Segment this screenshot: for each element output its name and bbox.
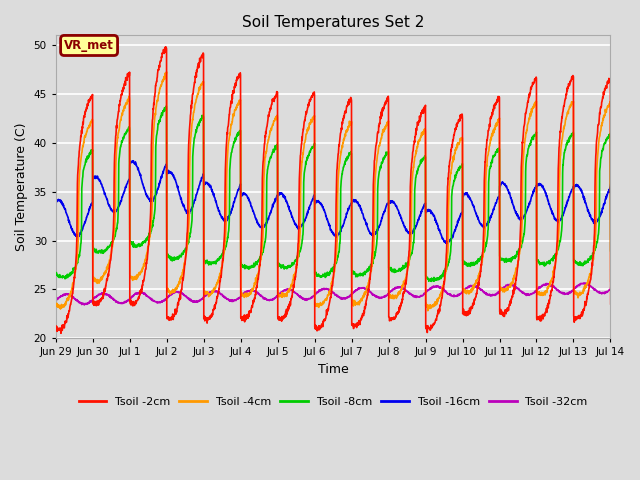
Tsoil -4cm [111, 220, 119, 226]
Line: Tsoil -32cm: Tsoil -32cm [56, 282, 640, 305]
Text: VR_met: VR_met [64, 39, 114, 52]
Line: Tsoil -16cm: Tsoil -16cm [56, 161, 640, 243]
Tsoil -4cm [163, 69, 170, 75]
Tsoil -2cm [57, 330, 65, 336]
Tsoil -8cm [531, 133, 538, 139]
Tsoil -16cm [444, 240, 452, 246]
Tsoil -32cm [636, 289, 640, 295]
Tsoil -2cm [162, 44, 170, 50]
Tsoil -16cm [52, 200, 60, 205]
Tsoil -8cm [239, 264, 246, 270]
Tsoil -16cm [388, 199, 396, 204]
Tsoil -32cm [239, 292, 246, 298]
Tsoil -8cm [111, 231, 119, 237]
Tsoil -8cm [636, 149, 640, 155]
Tsoil -2cm [111, 142, 119, 148]
Tsoil -16cm [111, 208, 119, 214]
Tsoil -32cm [52, 298, 60, 303]
Tsoil -32cm [81, 302, 88, 308]
Tsoil -4cm [388, 293, 396, 299]
Line: Tsoil -2cm: Tsoil -2cm [56, 47, 640, 333]
Tsoil -8cm [388, 266, 396, 272]
Tsoil -32cm [618, 279, 625, 285]
Tsoil -16cm [564, 198, 572, 204]
Tsoil -2cm [531, 80, 538, 85]
Tsoil -2cm [564, 86, 572, 92]
Tsoil -4cm [424, 308, 431, 313]
Tsoil -4cm [52, 301, 60, 307]
X-axis label: Time: Time [318, 363, 349, 376]
Tsoil -16cm [531, 186, 538, 192]
Tsoil -16cm [129, 158, 137, 164]
Line: Tsoil -8cm: Tsoil -8cm [56, 106, 640, 281]
Tsoil -32cm [531, 290, 538, 296]
Line: Tsoil -4cm: Tsoil -4cm [56, 72, 640, 311]
Tsoil -2cm [52, 324, 60, 329]
Tsoil -8cm [52, 270, 60, 276]
Tsoil -8cm [564, 139, 572, 144]
Tsoil -4cm [636, 122, 640, 128]
Tsoil -4cm [564, 110, 572, 116]
Tsoil -32cm [388, 288, 396, 294]
Tsoil -16cm [636, 200, 640, 206]
Title: Soil Temperatures Set 2: Soil Temperatures Set 2 [242, 15, 424, 30]
Tsoil -4cm [239, 293, 246, 299]
Y-axis label: Soil Temperature (C): Soil Temperature (C) [15, 122, 28, 251]
Legend: Tsoil -2cm, Tsoil -4cm, Tsoil -8cm, Tsoil -16cm, Tsoil -32cm: Tsoil -2cm, Tsoil -4cm, Tsoil -8cm, Tsoi… [74, 392, 592, 411]
Tsoil -32cm [111, 298, 119, 303]
Tsoil -16cm [239, 191, 246, 197]
Tsoil -32cm [564, 291, 572, 297]
Tsoil -2cm [239, 315, 247, 321]
Tsoil -8cm [163, 103, 170, 109]
Tsoil -4cm [531, 101, 538, 107]
Tsoil -2cm [388, 315, 396, 321]
Tsoil -2cm [636, 101, 640, 107]
Tsoil -8cm [428, 278, 435, 284]
